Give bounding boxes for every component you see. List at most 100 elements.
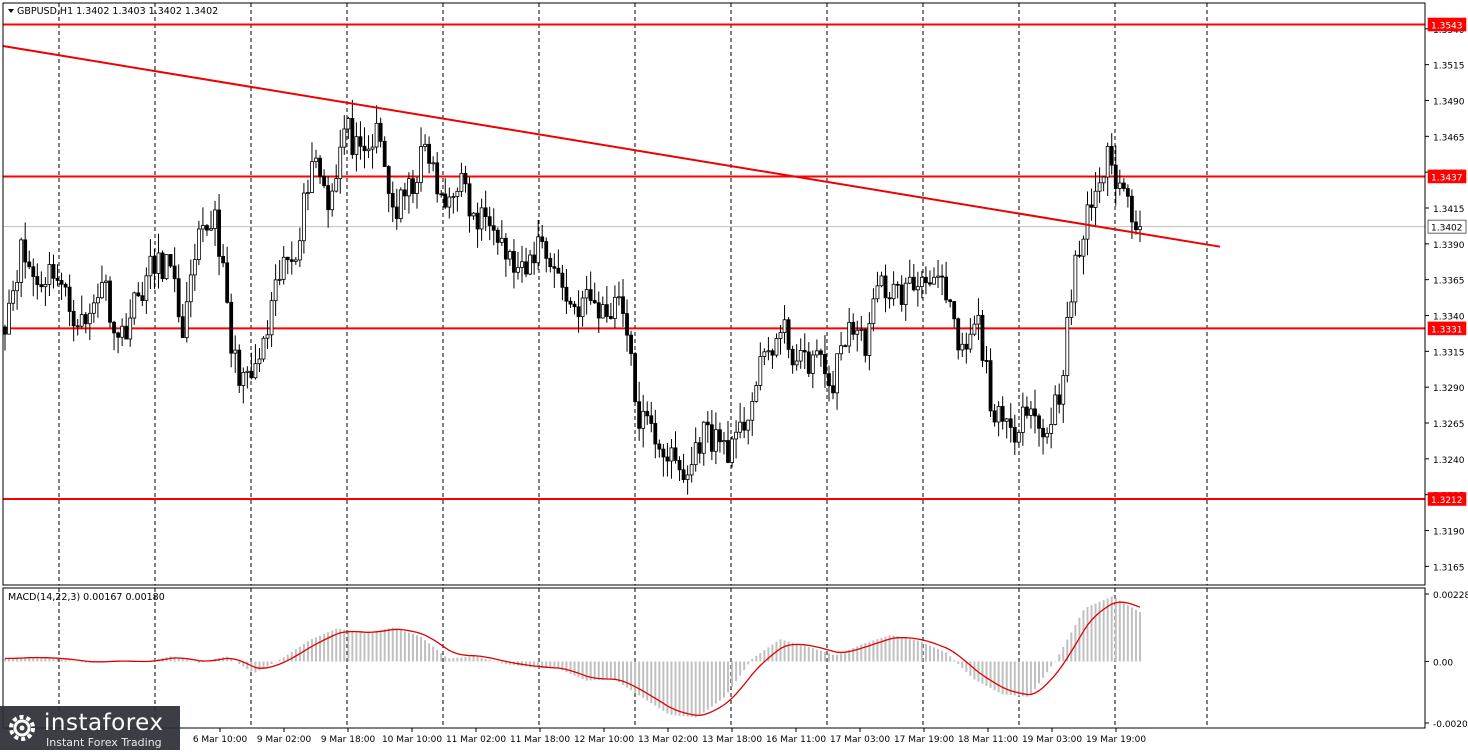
candle-body[interactable] — [887, 297, 892, 300]
candle-body[interactable] — [63, 283, 68, 288]
candle-body[interactable] — [471, 212, 476, 217]
candle-body[interactable] — [1105, 145, 1110, 178]
candle-body[interactable] — [439, 193, 444, 196]
candle-body[interactable] — [180, 316, 185, 339]
candle-body[interactable] — [269, 300, 274, 336]
candle-body[interactable] — [479, 207, 484, 230]
candle-body[interactable] — [217, 209, 221, 257]
candle-body[interactable] — [742, 421, 747, 431]
candle-body[interactable] — [487, 216, 492, 227]
candle-body[interactable] — [350, 118, 355, 155]
candle-body[interactable] — [1029, 408, 1033, 416]
candle-body[interactable] — [192, 259, 197, 276]
candle-body[interactable] — [1138, 226, 1142, 231]
candle-body[interactable] — [67, 286, 72, 312]
candle-body[interactable] — [952, 301, 957, 320]
candle-body[interactable] — [867, 323, 872, 356]
candle-body[interactable] — [15, 281, 20, 292]
candle-body[interactable] — [184, 301, 189, 339]
candle-body[interactable] — [326, 185, 331, 211]
trendline-group[interactable] — [2, 45, 1221, 248]
candle-body[interactable] — [75, 325, 80, 328]
candle-body[interactable] — [1057, 394, 1062, 405]
candle-body[interactable] — [657, 443, 662, 450]
candle-body[interactable] — [677, 459, 682, 471]
candle-body[interactable] — [944, 276, 949, 301]
candle-body[interactable] — [1025, 406, 1029, 416]
candle-body[interactable] — [722, 440, 726, 443]
candle-body[interactable] — [152, 255, 157, 274]
candle-body[interactable] — [847, 321, 852, 347]
candle-body[interactable] — [140, 295, 145, 301]
candle-body[interactable] — [35, 276, 40, 286]
candle-body[interactable] — [596, 302, 601, 319]
candle-body[interactable] — [91, 302, 96, 314]
candle-body[interactable] — [625, 313, 629, 336]
candle-body[interactable] — [980, 314, 985, 361]
candle-body[interactable] — [960, 343, 965, 351]
candle-body[interactable] — [55, 277, 60, 281]
candlestick-series[interactable] — [3, 99, 1142, 495]
candle-body[interactable] — [608, 316, 613, 319]
candle-body[interactable] — [544, 241, 549, 259]
candle-body[interactable] — [863, 328, 868, 356]
candle-body[interactable] — [653, 423, 658, 445]
candle-body[interactable] — [992, 410, 997, 423]
descending-trendline[interactable] — [2, 45, 1221, 248]
candle-body[interactable] — [164, 254, 169, 280]
candle-body[interactable] — [11, 290, 15, 304]
candle-body[interactable] — [503, 237, 508, 260]
candle-body[interactable] — [306, 192, 310, 194]
candle-body[interactable] — [1037, 415, 1041, 429]
candle-body[interactable] — [475, 212, 480, 230]
candle-body[interactable] — [237, 349, 242, 386]
candle-body[interactable] — [435, 162, 440, 195]
candle-body[interactable] — [968, 333, 973, 350]
candle-body[interactable] — [443, 193, 448, 208]
candle-body[interactable] — [338, 146, 343, 180]
candle-body[interactable] — [132, 292, 137, 319]
candle-body[interactable] — [253, 363, 258, 379]
candle-body[interactable] — [322, 175, 326, 187]
candle-body[interactable] — [705, 421, 710, 426]
candle-body[interactable] — [390, 193, 395, 208]
candle-body[interactable] — [1121, 182, 1126, 189]
candle-body[interactable] — [580, 297, 585, 318]
candle-body[interactable] — [172, 265, 177, 280]
candle-body[interactable] — [1041, 427, 1045, 438]
candle-body[interactable] — [334, 178, 339, 192]
candle-body[interactable] — [564, 286, 569, 302]
candle-body[interactable] — [604, 304, 609, 317]
candle-body[interactable] — [346, 118, 351, 130]
candle-body[interactable] — [746, 419, 751, 431]
candle-body[interactable] — [810, 354, 815, 374]
candle-body[interactable] — [495, 229, 500, 243]
candle-body[interactable] — [100, 282, 104, 299]
candle-body[interactable] — [310, 161, 314, 193]
candle-body[interactable] — [576, 306, 581, 318]
candle-body[interactable] — [673, 447, 678, 461]
candle-body[interactable] — [342, 128, 347, 148]
candle-body[interactable] — [463, 172, 468, 185]
candle-body[interactable] — [1016, 432, 1021, 443]
candle-body[interactable] — [528, 254, 532, 275]
candle-body[interactable] — [730, 438, 734, 463]
candle-body[interactable] — [915, 286, 920, 291]
candle-body[interactable] — [972, 323, 977, 335]
candle-body[interactable] — [459, 172, 464, 192]
candle-body[interactable] — [806, 351, 811, 374]
candle-body[interactable] — [770, 350, 775, 356]
candle-body[interactable] — [996, 406, 1001, 423]
candle-body[interactable] — [766, 350, 771, 353]
candle-body[interactable] — [168, 254, 173, 267]
candle-body[interactable] — [358, 136, 363, 147]
candle-body[interactable] — [419, 146, 423, 183]
candle-body[interactable] — [637, 401, 642, 429]
candle-body[interactable] — [23, 239, 28, 263]
candle-body[interactable] — [754, 385, 759, 402]
candle-body[interactable] — [584, 289, 589, 299]
candle-body[interactable] — [520, 261, 524, 268]
candle-body[interactable] — [47, 264, 52, 285]
